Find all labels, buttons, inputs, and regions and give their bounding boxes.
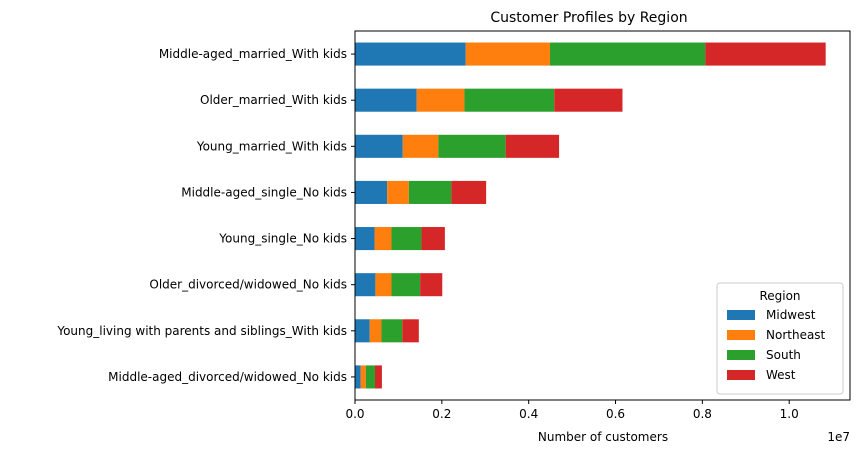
bar-northeast-6: [369, 319, 382, 343]
bar-south-2: [438, 134, 506, 158]
bar-south-4: [391, 227, 422, 251]
bar-west-6: [402, 319, 419, 343]
x-axis-scale-label: 1e7: [827, 430, 850, 444]
bar-midwest-3: [355, 180, 388, 204]
legend-swatch-west: [727, 370, 755, 380]
bar-midwest-6: [355, 319, 370, 343]
y-tick-label: Older_married_With kids: [200, 93, 347, 107]
bar-west-2: [505, 134, 560, 158]
x-axis-ticks: 0.0 0.2 0.4 0.6 0.8 1.0: [345, 400, 799, 421]
legend-swatch-south: [727, 350, 755, 360]
x-tick-label: 1.0: [780, 407, 799, 421]
x-tick-label: 0.8: [693, 407, 712, 421]
x-tick-label: 0.6: [606, 407, 625, 421]
legend-swatch-midwest: [727, 310, 755, 320]
bar-west-0: [705, 42, 826, 66]
bar-west-3: [451, 180, 487, 204]
bar-south-7: [365, 365, 375, 389]
legend-swatch-northeast: [727, 330, 755, 340]
y-tick-label: Young_married_With kids: [196, 139, 347, 153]
y-tick-label: Middle-aged_divorced/widowed_No kids: [108, 370, 347, 384]
bar-midwest-1: [355, 88, 417, 112]
bar-south-3: [408, 180, 452, 204]
legend-label-midwest: Midwest: [766, 308, 816, 322]
legend-label-south: South: [766, 348, 801, 362]
x-tick-label: 0.2: [432, 407, 451, 421]
legend-label-northeast: Northeast: [766, 328, 826, 342]
y-tick-label: Older_divorced/widowed_No kids: [149, 278, 347, 292]
legend: Region Midwest Northeast South West: [716, 282, 844, 395]
bar-midwest-0: [355, 42, 466, 66]
bar-northeast-7: [360, 365, 366, 389]
bar-northeast-5: [375, 273, 392, 297]
bar-northeast-2: [402, 134, 439, 158]
bar-midwest-4: [355, 227, 375, 251]
plot-frame: [354, 30, 851, 401]
bar-northeast-3: [387, 180, 409, 204]
bar-midwest-7: [355, 365, 361, 389]
bar-west-1: [554, 88, 623, 112]
x-tick-label: 0.0: [345, 407, 364, 421]
legend-title: Region: [759, 289, 800, 303]
x-tick-label: 0.4: [519, 407, 538, 421]
x-axis-title: Number of customers: [538, 430, 668, 444]
y-axis-ticks: Middle-aged_married_With kids Older_marri…: [56, 47, 355, 384]
y-tick-label: Middle-aged_married_With kids: [159, 47, 347, 61]
y-tick-label: Young_single_No kids: [218, 232, 347, 246]
bar-midwest-5: [355, 273, 376, 297]
y-tick-label: Young_living with parents and siblings_W…: [56, 324, 347, 338]
legend-items: Midwest Northeast South West: [727, 308, 826, 382]
y-tick-label: Middle-aged_single_No kids: [181, 185, 347, 199]
bar-south-5: [391, 273, 421, 297]
chart-title: Customer Profiles by Region: [490, 10, 687, 26]
bar-south-1: [464, 88, 555, 112]
bar-midwest-2: [355, 134, 403, 158]
bar-northeast-4: [374, 227, 392, 251]
bar-south-0: [549, 42, 706, 66]
bar-south-6: [381, 319, 403, 343]
legend-label-west: West: [766, 368, 796, 382]
bar-west-5: [420, 273, 443, 297]
bars-layer: [355, 42, 826, 389]
bar-west-7: [374, 365, 382, 389]
bar-west-4: [421, 227, 445, 251]
bar-northeast-0: [465, 42, 550, 66]
bar-northeast-1: [416, 88, 465, 112]
